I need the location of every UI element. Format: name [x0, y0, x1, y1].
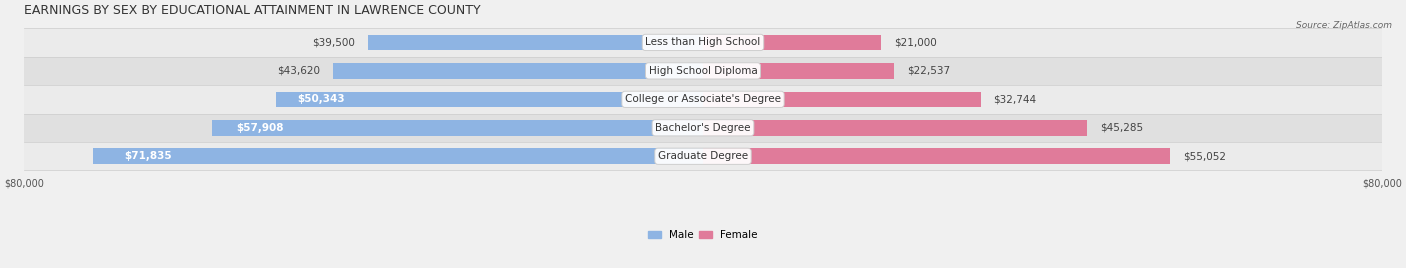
Bar: [703, 148, 1170, 164]
Bar: [93, 148, 703, 164]
Text: High School Diploma: High School Diploma: [648, 66, 758, 76]
Text: $21,000: $21,000: [894, 38, 936, 47]
Bar: [24, 28, 1382, 57]
Text: $45,285: $45,285: [1099, 123, 1143, 133]
Bar: [24, 142, 1382, 170]
Text: Bachelor's Degree: Bachelor's Degree: [655, 123, 751, 133]
Text: Less than High School: Less than High School: [645, 38, 761, 47]
Bar: [276, 91, 703, 107]
Text: $32,744: $32,744: [994, 94, 1036, 104]
Bar: [703, 63, 894, 79]
Text: EARNINGS BY SEX BY EDUCATIONAL ATTAINMENT IN LAWRENCE COUNTY: EARNINGS BY SEX BY EDUCATIONAL ATTAINMEN…: [24, 4, 481, 17]
Bar: [333, 63, 703, 79]
Bar: [211, 120, 703, 136]
Text: Source: ZipAtlas.com: Source: ZipAtlas.com: [1296, 21, 1392, 31]
Bar: [24, 114, 1382, 142]
Bar: [368, 35, 703, 50]
Text: College or Associate's Degree: College or Associate's Degree: [626, 94, 780, 104]
Bar: [703, 35, 882, 50]
Text: $22,537: $22,537: [907, 66, 950, 76]
Text: $71,835: $71,835: [124, 151, 172, 161]
Text: $43,620: $43,620: [277, 66, 321, 76]
Text: Graduate Degree: Graduate Degree: [658, 151, 748, 161]
Bar: [24, 85, 1382, 114]
Bar: [24, 57, 1382, 85]
Bar: [703, 91, 981, 107]
Text: $50,343: $50,343: [297, 94, 344, 104]
Text: $57,908: $57,908: [236, 123, 284, 133]
Bar: [703, 120, 1087, 136]
Text: $39,500: $39,500: [312, 38, 356, 47]
Legend: Male, Female: Male, Female: [648, 230, 758, 240]
Text: $55,052: $55,052: [1182, 151, 1226, 161]
